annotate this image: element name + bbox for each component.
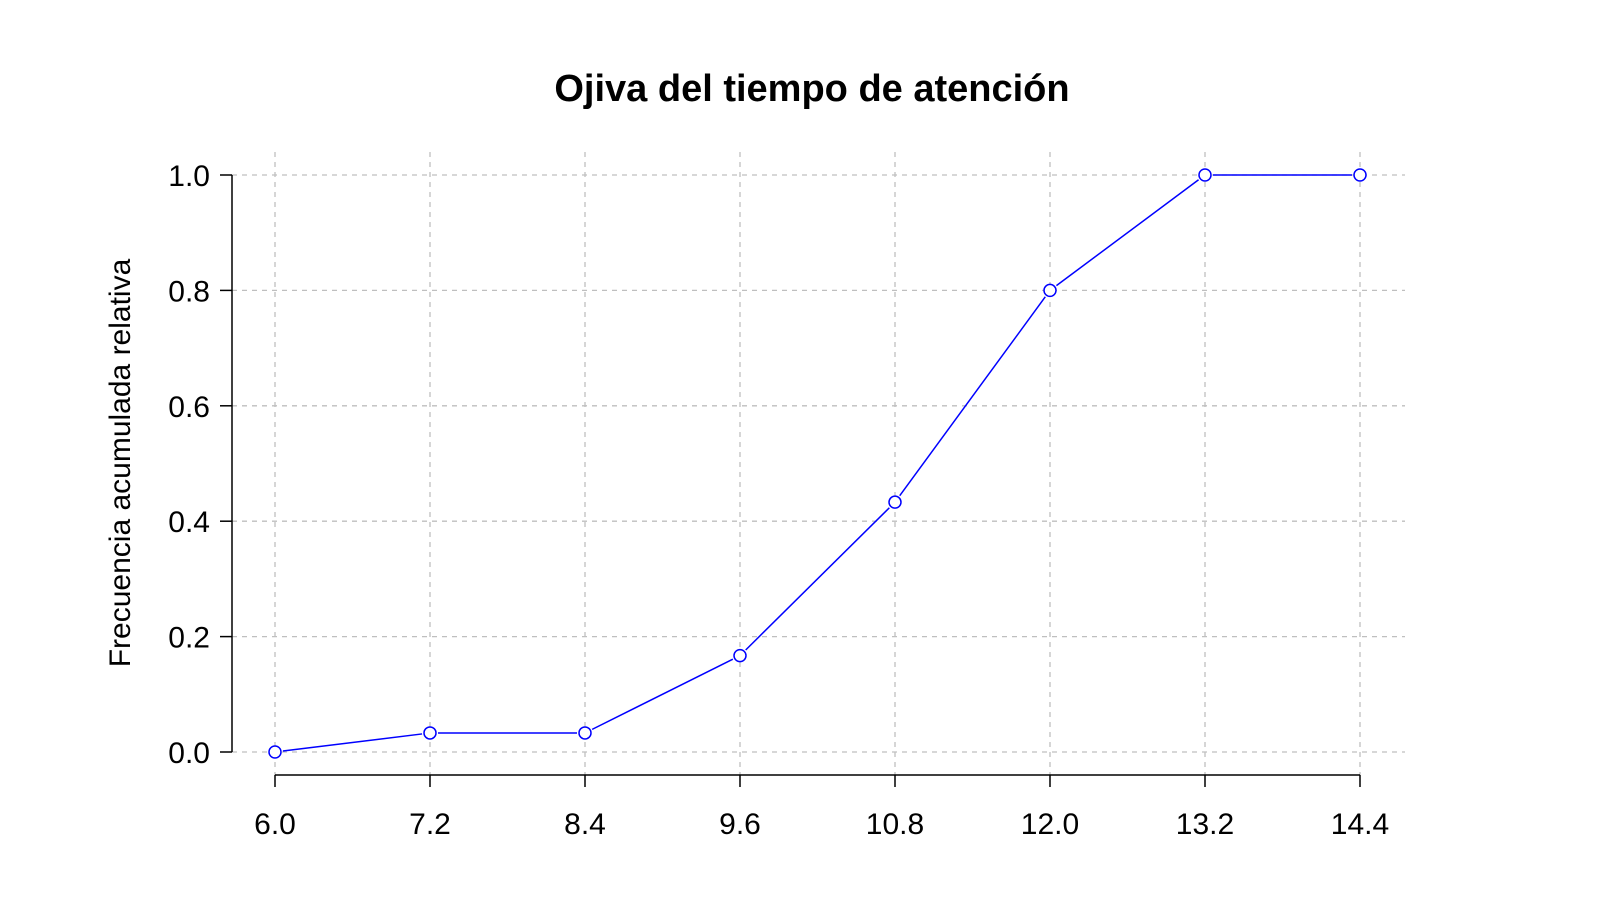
data-point [1043,283,1057,298]
axes-layer: 0.0 0.2 0.4 0.6 0.8 1.0 6.0 7.2 8.4 9.6 10.8 12.0 13… [168,160,1389,841]
data-point [733,648,747,663]
x-tick-label: 7.2 [409,808,451,841]
data-point [423,726,437,740]
x-tick-label: 12.0 [1021,808,1079,841]
x-tick-label: 13.2 [1176,808,1234,841]
y-tick-label: 0.6 [168,391,210,424]
y-tick-label: 0.8 [168,275,210,308]
series-line-segment [282,733,423,752]
series-line-segment [899,296,1046,497]
series-line-segment [591,658,734,731]
y-tick-label: 0.0 [168,737,210,770]
y-axis-label: Frecuencia acumulada relativa [104,258,137,667]
x-tick-label: 10.8 [866,808,924,841]
labels-layer: Ojiva del tiempo de atención Frecuencia … [104,68,1070,667]
series-layer [268,168,1367,759]
data-point [888,495,902,509]
chart-title: Ojiva del tiempo de atención [554,68,1069,110]
data-point [268,745,282,759]
y-tick-label: 0.2 [168,622,210,655]
x-tick-label: 9.6 [719,808,761,841]
y-tick-label: 1.0 [168,160,210,193]
x-tick-label: 6.0 [254,808,296,841]
data-point [1198,168,1212,182]
series-line-segment [1055,179,1200,287]
x-tick-label: 8.4 [564,808,606,841]
y-tick-label: 0.4 [168,506,210,539]
data-point [578,726,592,740]
grid-layer [232,152,1405,775]
x-tick-label: 14.4 [1331,808,1389,841]
data-point [1353,168,1367,182]
series-line-segment [745,507,890,651]
